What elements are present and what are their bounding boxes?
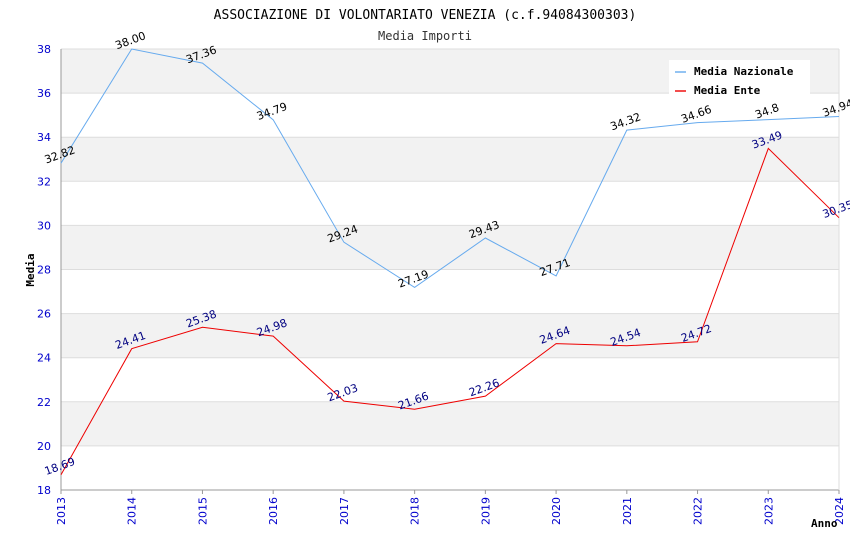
- x-tick-label: 2021: [621, 497, 634, 525]
- x-tick-label: 2023: [762, 497, 775, 525]
- legend: Media Nazionale Media Ente: [669, 60, 810, 97]
- y-tick-label: 22: [37, 396, 51, 409]
- y-tick-label: 18: [37, 484, 51, 497]
- x-tick-label: 2022: [692, 497, 705, 525]
- x-tick-label: 2015: [196, 497, 209, 525]
- series-lines: [60, 48, 840, 476]
- y-tick-label: 38: [37, 43, 51, 56]
- y-tick-label: 34: [37, 131, 51, 144]
- plot-band: [61, 445, 839, 490]
- x-tick-label: 2020: [550, 497, 563, 525]
- y-tick-label: 28: [37, 264, 51, 277]
- y-tick-label: 24: [37, 352, 51, 365]
- plot-band: [61, 181, 839, 226]
- y-tick-label: 36: [37, 87, 51, 100]
- y-tick-label: 20: [37, 440, 51, 453]
- x-tick-label: 2013: [55, 497, 68, 525]
- plot-band: [61, 357, 839, 402]
- plot-background-bands: [61, 49, 839, 490]
- x-axis-label: Anno: [811, 517, 838, 530]
- plot-band: [61, 313, 839, 358]
- plot-band: [61, 269, 839, 314]
- legend-label-media-nazionale: Media Nazionale: [694, 65, 794, 78]
- y-tick-labels: 18 20 22 24 26 28 30 32 34 36 38: [37, 43, 51, 497]
- chart-title: ASSOCIAZIONE DI VOLONTARIATO VENEZIA (c.…: [214, 8, 637, 23]
- x-tick-label: 2018: [409, 497, 422, 525]
- x-tick-label: 2017: [338, 497, 351, 525]
- plot-band: [61, 93, 839, 138]
- plot-band: [61, 401, 839, 446]
- legend-box: [669, 60, 810, 97]
- x-tick-labels: 2013 2014 2015 2016 2017 2018 2019 2020 2021 2022…: [55, 497, 846, 525]
- y-tick-label: 32: [37, 175, 51, 188]
- plot-band: [61, 137, 839, 182]
- x-tick-label: 2014: [126, 497, 139, 525]
- y-tick-label: 30: [37, 219, 51, 232]
- chart-subtitle: Media Importi: [378, 29, 472, 43]
- y-tick-label: 26: [37, 308, 51, 321]
- x-tick-label: 2024: [833, 497, 846, 525]
- series-line-media-nazionale: [60, 48, 840, 289]
- legend-label-media-ente: Media Ente: [694, 84, 761, 97]
- axes: [60, 49, 840, 494]
- series-line-media-ente: [60, 147, 840, 476]
- x-tick-label: 2016: [267, 497, 280, 525]
- y-axis-label: Media: [24, 253, 37, 286]
- x-tick-label: 2019: [479, 497, 492, 525]
